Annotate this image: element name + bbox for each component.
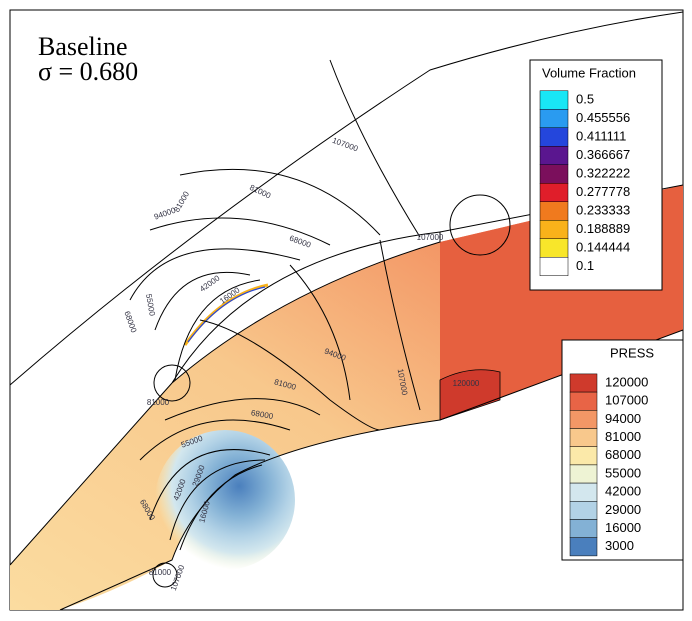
- legend-label: 0.144444: [576, 239, 630, 254]
- legend-swatch: [540, 202, 568, 221]
- legend-label: 16000: [605, 520, 641, 535]
- legend-label: 55000: [605, 465, 641, 480]
- legend-label: 0.188889: [576, 221, 630, 236]
- legend-label: 0.322222: [576, 165, 630, 180]
- legend-label: 94000: [605, 411, 641, 426]
- legend-label: 120000: [605, 374, 648, 389]
- legend-swatch: [570, 410, 597, 428]
- figure: Baseline σ = 0.680 Volume Fraction PRESS…: [0, 0, 692, 621]
- legend-swatch: [570, 429, 597, 447]
- legend-label: 107000: [605, 393, 648, 408]
- legend-swatch: [540, 257, 568, 276]
- legend-label: 0.366667: [576, 147, 630, 162]
- legend-title: PRESS: [610, 345, 654, 360]
- legend-label: 0.233333: [576, 202, 630, 217]
- legend-swatch: [570, 501, 597, 519]
- legend-swatch: [570, 392, 597, 410]
- legend-swatch: [540, 128, 568, 147]
- contour-label: 107000: [417, 233, 444, 242]
- legend-swatch: [570, 374, 597, 392]
- legend-swatch: [570, 447, 597, 465]
- legend-label: 68000: [605, 447, 641, 462]
- legend-swatch: [540, 183, 568, 202]
- legend-label: 42000: [605, 484, 641, 499]
- legend-swatch: [570, 483, 597, 501]
- contour-label: 120000: [453, 379, 480, 388]
- legend-label: 0.455556: [576, 110, 630, 125]
- legend-swatch: [540, 146, 568, 165]
- legend-label: 0.5: [576, 91, 594, 106]
- legend-label: 81000: [605, 429, 641, 444]
- contour-label: 81000: [149, 568, 172, 577]
- legend-swatch: [570, 520, 597, 538]
- subtitle: σ = 0.680: [38, 57, 138, 86]
- legend-swatch: [540, 109, 568, 128]
- legend-swatch: [540, 239, 568, 258]
- legend-label: 0.411111: [576, 128, 626, 143]
- legend-label: 0.277778: [576, 184, 630, 199]
- contour-label: 81000: [147, 398, 170, 407]
- legend-label: 0.1: [576, 258, 594, 273]
- legend-label: 3000: [605, 538, 634, 553]
- legend-title: Volume Fraction: [542, 65, 636, 80]
- legend-swatch: [540, 91, 568, 110]
- legend-label: 29000: [605, 502, 641, 517]
- legend-swatch: [570, 465, 597, 483]
- legend-swatch: [540, 220, 568, 239]
- legend-swatch: [570, 538, 597, 556]
- legend-swatch: [540, 165, 568, 184]
